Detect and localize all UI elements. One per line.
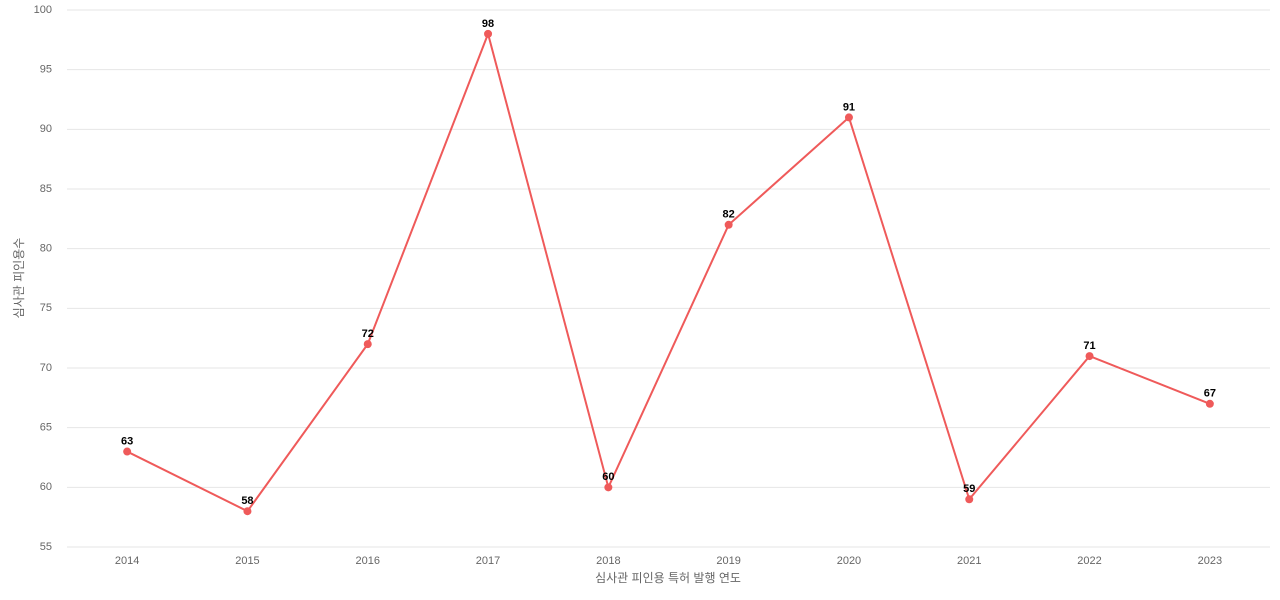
y-tick-label: 80	[40, 243, 52, 255]
y-tick-label: 75	[40, 302, 52, 314]
point	[1205, 399, 1214, 408]
y-tick-label: 95	[40, 64, 52, 76]
point	[1085, 352, 1094, 361]
y-tick-label: 100	[34, 4, 52, 16]
x-tick-label: 2020	[837, 555, 861, 567]
x-tick-label: 2018	[596, 555, 620, 567]
x-tick-label: 2023	[1198, 555, 1222, 567]
x-tick-label: 2017	[476, 555, 500, 567]
value-label: 71	[1083, 340, 1095, 352]
line	[126, 30, 1211, 513]
y-axis-title: 심사관 피인용수	[12, 238, 26, 319]
y-tick-label: 90	[40, 123, 52, 135]
value-label: 67	[1204, 388, 1216, 400]
x-tick-label: 2015	[235, 555, 259, 567]
value-label: 60	[602, 471, 614, 483]
value-label: 59	[963, 483, 975, 495]
y-tick-label: 60	[40, 481, 52, 493]
x-tick-label: 2019	[716, 555, 740, 567]
value-label: 98	[482, 18, 494, 30]
value-label: 82	[723, 209, 735, 221]
y-tick-label: 55	[40, 541, 52, 553]
point	[724, 220, 733, 229]
value-label: 91	[843, 101, 855, 113]
value-label: 72	[362, 328, 374, 340]
x-tick-label: 2022	[1077, 555, 1101, 567]
point	[123, 447, 132, 456]
x-tick-label: 2016	[356, 555, 380, 567]
point	[484, 29, 493, 38]
point	[243, 507, 252, 516]
y-tick-label: 70	[40, 362, 52, 374]
x-tick-label: 2014	[115, 555, 139, 567]
value-label: 58	[241, 495, 253, 507]
x-tick-label: 2021	[957, 555, 981, 567]
point	[965, 495, 974, 504]
x-axis-title: 심사관 피인용 특허 발행 연도	[595, 570, 741, 585]
y-tick-label: 85	[40, 183, 52, 195]
point	[604, 483, 613, 492]
y-tick-label: 65	[40, 422, 52, 434]
point	[363, 340, 372, 349]
value-label: 63	[121, 435, 133, 447]
point	[844, 113, 853, 122]
